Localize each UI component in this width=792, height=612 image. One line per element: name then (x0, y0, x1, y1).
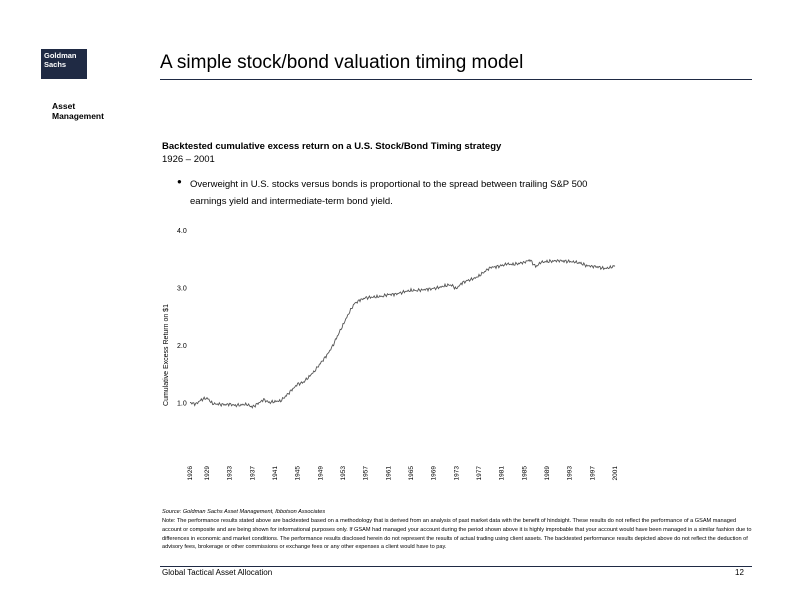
x-tick-label: 1973 (453, 466, 460, 481)
x-tick-label: 2001 (612, 466, 619, 481)
x-tick-label: 1961 (385, 466, 392, 481)
x-tick-label: 1945 (295, 466, 302, 481)
chart-subhead: Backtested cumulative excess return on a… (162, 141, 502, 152)
x-tick-label: 1953 (340, 466, 347, 481)
y-tick-label: 2.0 (177, 343, 187, 350)
x-tick-label: 1933 (227, 466, 234, 481)
source-note: Source: Goldman Sachs Asset Management, … (162, 509, 326, 515)
bullet-text: Overweight in U.S. stocks versus bonds i… (190, 179, 588, 207)
x-tick-label: 1937 (249, 466, 256, 481)
title-divider (160, 79, 752, 80)
logo-line-2: Sachs (44, 59, 67, 69)
x-tick-label: 1981 (499, 466, 506, 481)
x-tick-label: 1941 (272, 466, 279, 481)
slide-title: A simple stock/bond valuation timing mod… (160, 52, 524, 73)
disclaimer-note: Note: The performance results stated abo… (162, 518, 752, 551)
logo-text: Goldman Sachs (44, 51, 77, 69)
chart-period: 1926 – 2001 (162, 154, 215, 165)
x-tick-label: 1985 (521, 466, 528, 481)
series-line (189, 258, 616, 409)
footer-title: Global Tactical Asset Allocation (162, 568, 273, 577)
y-tick-label: 3.0 (177, 286, 187, 293)
excess-return-chart: Cumulative Excess Return on $1 1.0 2.0 3.0… (163, 228, 619, 481)
x-tick-label: 1969 (431, 466, 438, 481)
y-tick-label: 1.0 (177, 401, 187, 408)
logo-line-1: Goldman (44, 51, 77, 60)
division-label: Asset Management (52, 101, 104, 121)
x-tick-label: 1957 (363, 466, 370, 481)
x-tick-label: 1949 (317, 466, 324, 481)
x-tick-label: 1989 (544, 466, 551, 481)
y-tick-label: 4.0 (177, 228, 187, 235)
x-tick-label: 1926 (187, 466, 194, 481)
division-line-2: Management (52, 110, 104, 121)
goldman-sachs-logo: Goldman Sachs (41, 49, 87, 79)
x-tick-label: 1929 (204, 466, 211, 481)
bullet-icon: ● (177, 177, 182, 186)
x-tick-label: 1993 (567, 466, 574, 481)
y-axis-title: Cumulative Excess Return on $1 (163, 304, 170, 406)
x-tick-label: 1997 (589, 466, 596, 481)
division-line-1: Asset (52, 101, 76, 111)
footer-divider (160, 566, 752, 567)
page-number: 12 (735, 568, 744, 577)
x-tick-label: 1965 (408, 466, 415, 481)
x-tick-label: 1977 (476, 466, 483, 481)
